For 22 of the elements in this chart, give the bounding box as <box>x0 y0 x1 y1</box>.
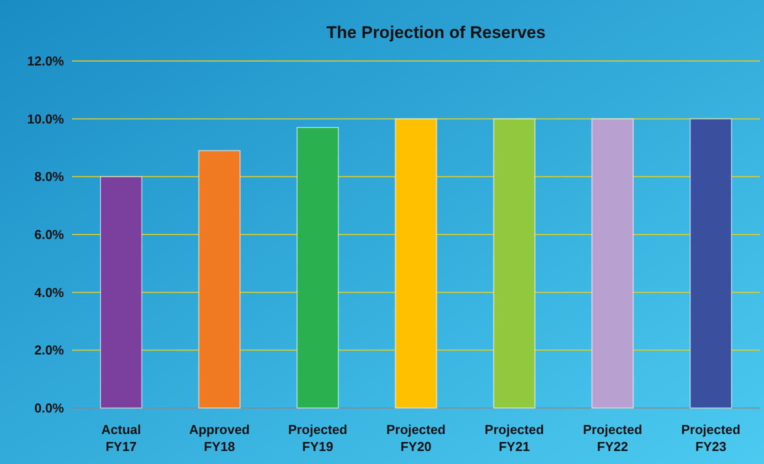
bar <box>591 118 634 408</box>
y-tick-label: 6.0% <box>34 227 64 242</box>
x-tick-label: Projected FY20 <box>386 422 446 454</box>
bar <box>100 176 142 408</box>
y-tick-label: 10.0% <box>27 111 64 126</box>
bar <box>394 118 438 408</box>
y-tick-label: 0.0% <box>34 400 64 416</box>
y-tick-label: 8.0% <box>34 169 64 184</box>
bar <box>493 118 536 408</box>
x-tick-label: Projected FY21 <box>484 422 544 454</box>
y-tick-label: 2.0% <box>34 342 64 358</box>
y-tick-label: 12.0% <box>27 54 64 69</box>
bar <box>296 127 339 408</box>
x-tick-label: Approved FY18 <box>189 422 250 454</box>
x-tick-label: Projected FY23 <box>681 422 741 454</box>
x-tick-label: Projected FY22 <box>582 422 642 454</box>
bar <box>198 150 241 408</box>
x-tick-label: Projected FY19 <box>288 422 348 454</box>
y-tick-label: 4.0% <box>34 284 64 300</box>
bar <box>690 118 732 408</box>
x-tick-label: Actual FY17 <box>101 422 142 454</box>
chart-title: The Projection of Reserves <box>326 23 546 42</box>
